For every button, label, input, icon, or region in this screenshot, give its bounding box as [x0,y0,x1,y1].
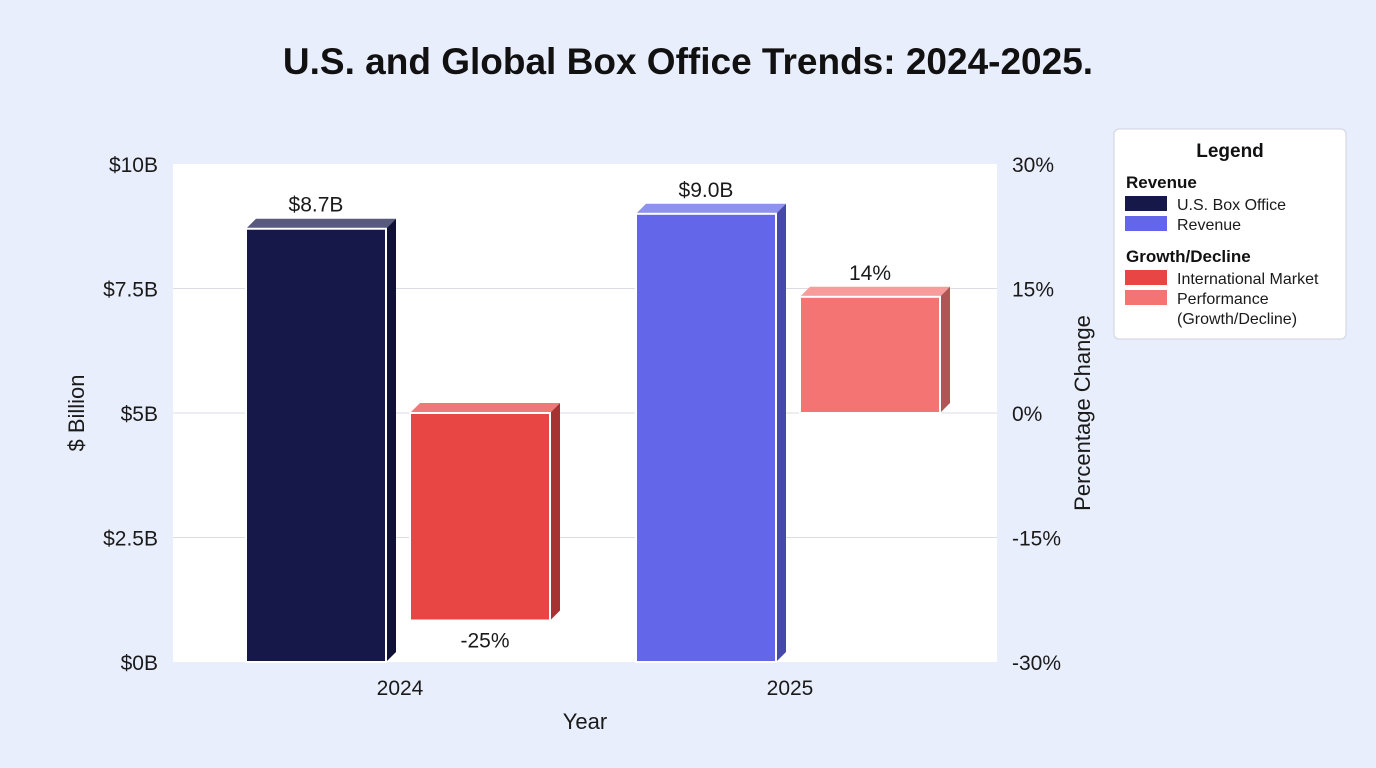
x-axis-title: Year [563,709,607,734]
y2-tick-label: -30% [1012,652,1061,675]
legend-group-heading: Revenue [1126,173,1197,192]
legend-item-label: Performance [1177,291,1269,308]
bar-top-face [246,218,396,229]
x-tick-label: 2025 [767,677,814,700]
legend-item-label: International Market [1177,271,1319,288]
y-tick-label: $5B [121,403,158,426]
bar-value-label: $8.7B [289,194,344,217]
y2-tick-label: -15% [1012,528,1061,551]
y-axis-title: $ Billion [64,374,89,451]
bar-side-face [550,403,560,621]
y2-tick-label: 0% [1012,403,1042,426]
y2-tick-label: 30% [1012,154,1054,177]
legend-group-heading: Growth/Decline [1126,247,1251,266]
bar-top-face [800,286,950,297]
y-tick-label: $10B [109,154,158,177]
bar: $8.7B [245,194,396,664]
bar-top-face [636,203,786,214]
axis-ticks: $0B -30% $2.5B -15% $5B 0% $7.5B 15% $10B 30% 2024… [103,154,1061,700]
bar-value-label: -25% [460,630,509,653]
bar: $9.0B [635,179,786,664]
bar-side-face [386,218,396,663]
legend: Legend Revenue U.S. Box Office Revenue Growt… [1113,128,1347,340]
chart-title: U.S. and Global Box Office Trends: 2024-… [283,41,1093,82]
bar-front-face [635,212,777,664]
legend-swatch [1125,196,1167,211]
bar-side-face [940,286,950,413]
legend-item-label: (Growth/Decline) [1177,311,1297,328]
legend-item-label: Revenue [1177,217,1241,234]
y2-axis-title: Percentage Change [1070,315,1095,511]
y-tick-label: $7.5B [103,279,158,302]
y-tick-label: $0B [121,652,158,675]
bar-top-face [410,403,560,413]
bar-front-face [409,412,551,622]
bar-front-face [799,295,941,414]
bar: -25% [409,403,560,653]
y2-tick-label: 15% [1012,279,1054,302]
legend-title: Legend [1196,141,1264,162]
legend-swatch [1125,270,1167,285]
bar-value-label: 14% [849,262,891,285]
bar-value-label: $9.0B [679,179,734,202]
bar-front-face [245,227,387,664]
x-tick-label: 2024 [377,677,424,700]
legend-item-label: U.S. Box Office [1177,197,1286,214]
legend-swatch [1125,216,1167,231]
bars: $8.7B $9.0B -25% 14% [245,179,950,664]
bar: 14% [799,262,950,414]
legend-swatch [1125,290,1167,305]
bar-side-face [776,203,786,663]
legend-box [1113,128,1347,340]
y-tick-label: $2.5B [103,528,158,551]
